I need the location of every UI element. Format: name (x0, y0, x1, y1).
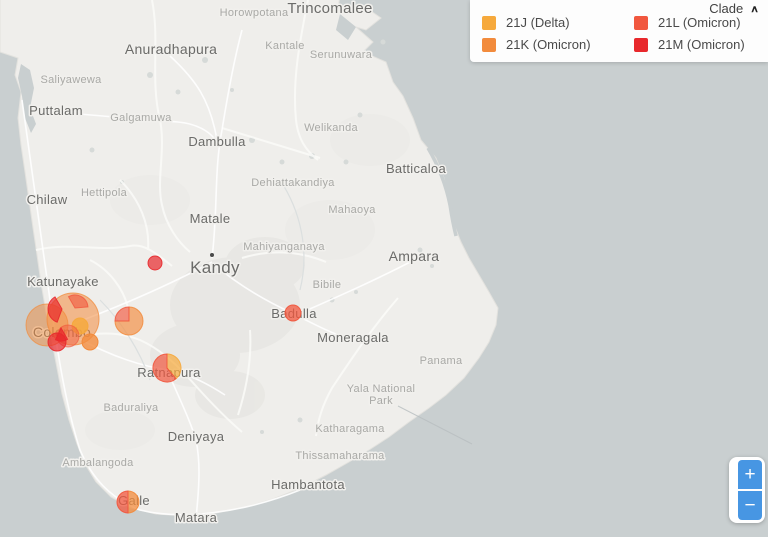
deme-slice-J[interactable] (166, 353, 182, 380)
map-label: Katharagama (315, 423, 385, 435)
deme-slice-L[interactable] (67, 294, 89, 309)
zoom-out-button[interactable]: − (738, 491, 762, 520)
map-label: Ambalangoda (62, 457, 134, 469)
deme-ratnapura[interactable] (152, 353, 182, 383)
deme-colombo-h[interactable] (47, 332, 67, 352)
map-label: Saliyawewa (40, 74, 102, 86)
map-label: Kantale (265, 40, 304, 52)
rivers (99, 179, 305, 381)
legend-header[interactable]: Clade ∧ (709, 1, 759, 16)
legend-label: 21K (Omicron) (506, 37, 591, 52)
deme-colombo-i[interactable] (81, 333, 99, 351)
map-label: Serunuwara (310, 49, 373, 61)
map-label: Matale (190, 211, 231, 226)
map-label: Thissamaharama (295, 450, 385, 462)
legend-item-21l[interactable]: 21L (Omicron) (634, 14, 768, 31)
legend-label: 21L (Omicron) (658, 15, 741, 30)
map-label: Hettipola (81, 187, 128, 199)
legend-item-21k[interactable]: 21K (Omicron) (482, 36, 634, 53)
legend-label: 21J (Delta) (506, 15, 570, 30)
deme-pies[interactable] (25, 255, 302, 514)
deme-slice-L[interactable] (114, 306, 130, 322)
map-zoom-control: + − (729, 457, 765, 523)
deme-slice-L[interactable] (284, 304, 302, 322)
map-label: Kandy (190, 258, 240, 277)
deme-slice-L[interactable] (116, 490, 129, 514)
map-label: Park (369, 395, 393, 407)
city-dots (210, 253, 214, 257)
deme-badulla[interactable] (284, 304, 302, 322)
legend-title: Clade (709, 1, 744, 16)
map-label: Puttalam (29, 103, 83, 118)
map-label: Deniyaya (168, 429, 225, 444)
map-label: Ampara (389, 248, 440, 264)
map-label: Dambulla (188, 134, 246, 149)
city-dot (210, 253, 214, 257)
deme-colombo-d[interactable] (67, 294, 89, 309)
deme-slice-M[interactable] (47, 296, 63, 323)
deme-slice-K[interactable] (81, 333, 99, 351)
deme-slice-M[interactable] (147, 255, 163, 271)
legend-item-21m[interactable]: 21M (Omicron) (634, 36, 768, 53)
legend-items: 21J (Delta) 21K (Omicron) 21L (Omicron) 21M… (482, 14, 768, 53)
chevron-up-icon[interactable]: ∧ (750, 2, 759, 15)
deme-slice-K[interactable] (127, 490, 140, 514)
terrain-shading (85, 114, 410, 450)
legend-swatch[interactable] (634, 37, 648, 52)
map-label: Hambantota (271, 477, 345, 492)
map-label: Moneragala (317, 330, 389, 345)
map-label: Chilaw (27, 192, 68, 207)
deme-kurunegala[interactable] (147, 255, 163, 271)
deme-kegalle[interactable] (114, 306, 144, 336)
map-label: Welikanda (304, 122, 358, 134)
map-label: Baduraliya (104, 402, 160, 414)
map-label: Batticaloa (386, 161, 447, 176)
map-label: Horowpotana (220, 7, 289, 19)
map-label: Mahiyanganaya (243, 241, 325, 253)
deme-galle[interactable] (116, 490, 140, 514)
map-label: Trincomalee (287, 0, 372, 17)
map-label: Anuradhapura (125, 41, 217, 57)
map-label: Dehiattakandiya (251, 177, 335, 189)
deme-slice-K[interactable] (114, 306, 144, 336)
legend-swatch[interactable] (482, 15, 496, 30)
map-label: Galgamuwa (110, 112, 172, 124)
map-label: Mahaoya (328, 204, 376, 216)
zoom-in-button[interactable]: + (738, 460, 762, 489)
legend-swatch[interactable] (482, 37, 496, 52)
map-label: Katunayake (27, 274, 99, 289)
maritime-line (397, 405, 473, 445)
legend-label: 21M (Omicron) (658, 37, 745, 52)
map-label: Bibile (313, 279, 342, 291)
clade-legend: Clade ∧ 21J (Delta) 21K (Omicron) 21L (Omi… (470, 0, 768, 62)
legend-item-21j[interactable]: 21J (Delta) (482, 14, 634, 31)
deme-slice-M[interactable] (47, 332, 67, 352)
map-label: Panama (420, 355, 463, 367)
map-label: Matara (175, 510, 218, 525)
lagoons (18, 14, 458, 237)
deme-colombo-c[interactable] (47, 296, 63, 323)
legend-swatch[interactable] (634, 15, 648, 30)
map-label: Yala National (347, 383, 416, 395)
deme-slice-L[interactable] (152, 353, 177, 383)
